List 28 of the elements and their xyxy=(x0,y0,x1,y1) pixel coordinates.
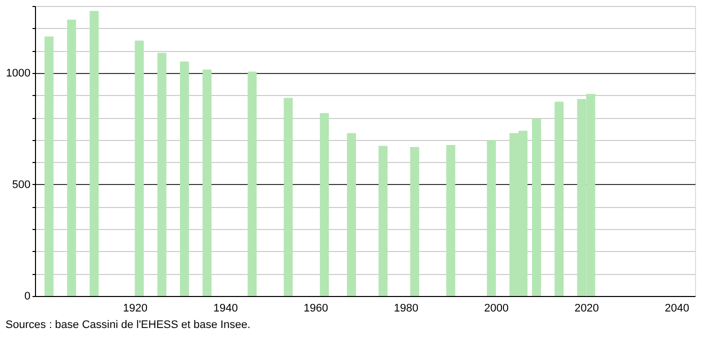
bar xyxy=(346,133,356,296)
x-tick-label: 2000 xyxy=(484,302,509,314)
x-tick-label: 1960 xyxy=(304,302,328,314)
bar xyxy=(486,140,496,296)
bar xyxy=(378,146,388,296)
x-tick-label: 1940 xyxy=(213,302,238,314)
x-tick-label: 2040 xyxy=(664,302,690,314)
bar xyxy=(554,102,564,296)
bar xyxy=(134,40,144,296)
bar xyxy=(67,20,76,296)
x-tick-label: 1980 xyxy=(394,302,418,314)
x-tick-label: 2020 xyxy=(574,302,599,314)
bar xyxy=(180,62,189,296)
x-tick-label: 1920 xyxy=(123,302,148,314)
bar xyxy=(410,146,420,296)
bar xyxy=(284,98,293,296)
y-tick-label: 1000 xyxy=(6,67,30,80)
bar xyxy=(202,70,212,296)
bar xyxy=(532,118,542,296)
y-tick-label: 0 xyxy=(24,290,30,302)
bar xyxy=(157,52,166,296)
source-note: Sources : base Cassini de l'EHESS et base Insee. xyxy=(6,319,250,331)
bar xyxy=(44,36,54,296)
bar xyxy=(90,10,99,296)
y-tick-label: 500 xyxy=(12,178,30,191)
bar xyxy=(446,144,456,296)
bar xyxy=(248,72,257,296)
bar xyxy=(320,113,329,296)
